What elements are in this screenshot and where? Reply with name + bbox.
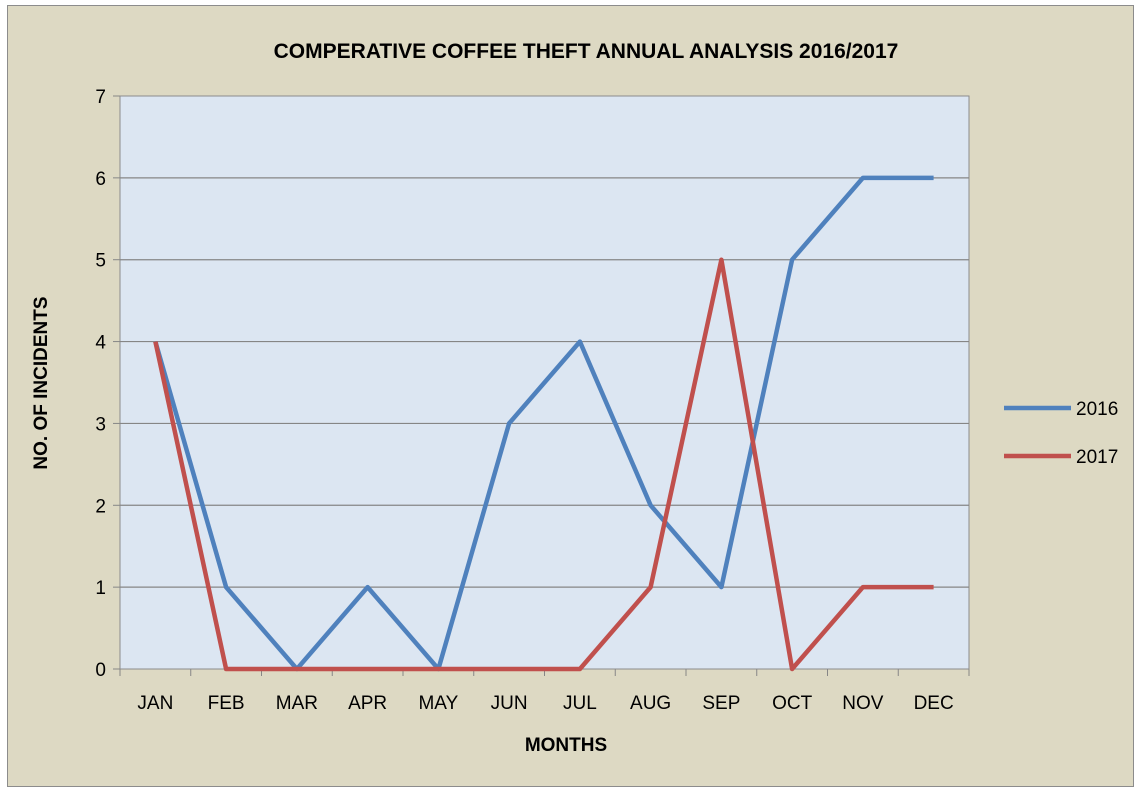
x-tick-label: MAY xyxy=(418,693,458,714)
x-tick-label: JAN xyxy=(137,693,173,714)
chart-title: COMPERATIVE COFFEE THEFT ANNUAL ANALYSIS… xyxy=(274,40,899,63)
y-tick-label: 1 xyxy=(95,578,106,599)
y-tick-label: 0 xyxy=(95,660,106,681)
series-line-2017 xyxy=(153,257,934,672)
gridlines xyxy=(120,177,969,588)
x-tick-label: OCT xyxy=(772,693,813,714)
x-tick-label: JUN xyxy=(491,693,528,714)
legend-label-2016: 2016 xyxy=(1076,399,1118,420)
x-axis: JAN FEB MAR APR MAY JUN JUL AUG SEP OCT NOV DEC xyxy=(119,669,970,714)
x-tick-label: MAR xyxy=(276,693,318,714)
y-axis: 0 1 2 3 4 5 6 7 xyxy=(95,87,120,681)
x-tick-label: SEP xyxy=(702,693,740,714)
chart-area: COMPERATIVE COFFEE THEFT ANNUAL ANALYSIS… xyxy=(7,5,1134,787)
legend: 2016 2017 xyxy=(1004,399,1118,468)
y-tick-label: 2 xyxy=(95,496,106,517)
x-tick-label: JUL xyxy=(563,693,597,714)
line-chart: COMPERATIVE COFFEE THEFT ANNUAL ANALYSIS… xyxy=(31,40,1118,756)
x-tick-label: FEB xyxy=(208,693,245,714)
x-tick-label: NOV xyxy=(842,693,884,714)
x-tick-label: APR xyxy=(348,693,387,714)
y-tick-label: 4 xyxy=(95,333,106,354)
series-line-2016 xyxy=(153,175,934,672)
x-axis-title: MONTHS xyxy=(525,735,607,756)
x-tick-label: AUG xyxy=(630,693,671,714)
y-tick-label: 6 xyxy=(95,169,106,190)
y-tick-label: 3 xyxy=(95,414,106,435)
y-tick-label: 7 xyxy=(95,87,106,108)
y-tick-label: 5 xyxy=(95,251,106,272)
series-lines xyxy=(153,175,934,672)
legend-label-2017: 2017 xyxy=(1076,447,1118,468)
x-tick-label: DEC xyxy=(914,693,954,714)
y-axis-title: NO. OF INCIDENTS xyxy=(31,296,52,469)
